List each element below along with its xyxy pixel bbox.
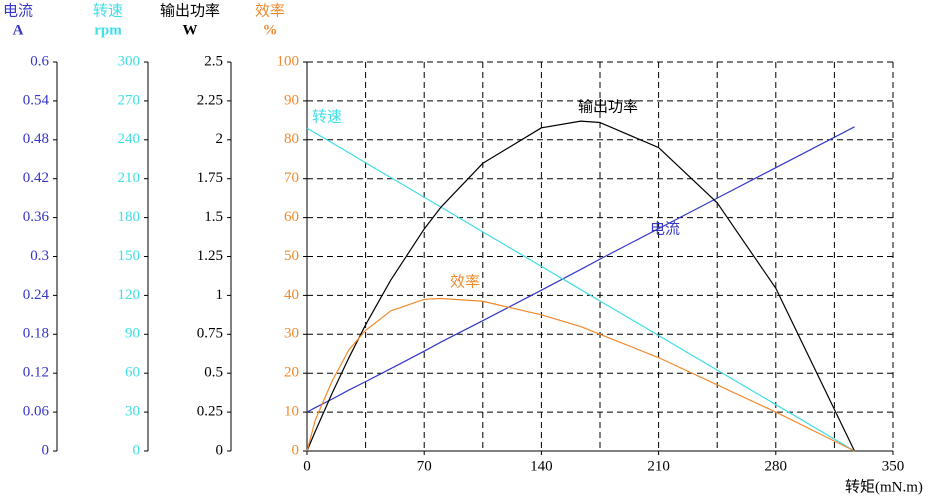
x-tick-label: 140 — [530, 458, 553, 474]
series-line — [306, 297, 855, 452]
y-tick-label: 0.12 — [23, 365, 49, 381]
y-axis-unit: W — [183, 22, 198, 38]
y-tick-label: 50 — [284, 248, 299, 264]
series-label: 效率 — [450, 273, 480, 290]
y-tick-label: 1 — [216, 287, 224, 303]
y-tick-label: 60 — [125, 365, 140, 381]
series-line — [306, 120, 856, 452]
series-label: 转速 — [312, 108, 342, 125]
series-line — [306, 126, 855, 413]
y-tick-label: 1.25 — [197, 248, 223, 264]
y-tick-label: 0 — [216, 442, 224, 458]
y-tick-label: 20 — [284, 365, 299, 381]
y-axis-unit: A — [13, 22, 24, 38]
y-tick-label: 0.25 — [197, 404, 223, 420]
y-tick-label: 0.06 — [23, 404, 50, 420]
y-tick-label: 0 — [42, 442, 50, 458]
y-tick-label: 120 — [118, 287, 141, 303]
y-tick-label: 80 — [284, 131, 299, 147]
y-tick-label: 0.36 — [23, 209, 50, 225]
y-tick-label: 0.18 — [23, 326, 49, 342]
y-axis-unit: % — [263, 22, 278, 38]
y-tick-label: 2.25 — [197, 92, 223, 108]
y-tick-label: 90 — [284, 92, 299, 108]
y-tick-label: 210 — [118, 170, 141, 186]
y-tick-label: 0.5 — [204, 365, 223, 381]
x-tick-label: 280 — [765, 458, 788, 474]
x-tick-label: 70 — [417, 458, 432, 474]
y-tick-label: 0.48 — [23, 131, 49, 147]
y-tick-label: 0.54 — [23, 92, 50, 108]
y-tick-label: 150 — [118, 248, 141, 264]
y-axis-title: 转速 — [93, 2, 123, 19]
y-axis-unit: rpm — [94, 22, 122, 38]
series-label: 输出功率 — [578, 98, 638, 115]
y-tick-label: 0.3 — [30, 248, 49, 264]
y-tick-label: 1.5 — [204, 209, 223, 225]
y-tick-label: 180 — [118, 209, 141, 225]
y-tick-label: 0 — [133, 442, 141, 458]
y-tick-label: 0.42 — [23, 170, 49, 186]
y-tick-label: 30 — [284, 326, 299, 342]
y-tick-label: 0.24 — [23, 287, 50, 303]
y-tick-label: 10 — [284, 404, 299, 420]
y-tick-label: 0.6 — [30, 53, 49, 69]
y-tick-label: 270 — [118, 92, 141, 108]
y-tick-label: 30 — [125, 404, 140, 420]
y-tick-label: 100 — [277, 53, 300, 69]
y-tick-label: 70 — [284, 170, 299, 186]
y-axis-title: 输出功率 — [160, 2, 220, 19]
x-tick-label: 350 — [882, 458, 905, 474]
x-tick-label: 210 — [647, 458, 670, 474]
y-tick-label: 40 — [284, 287, 299, 303]
series-line — [306, 127, 855, 452]
x-axis-label: 转矩(mN.m) — [845, 478, 923, 495]
y-tick-label: 60 — [284, 209, 299, 225]
y-tick-label: 240 — [118, 131, 141, 147]
y-tick-label: 2 — [216, 131, 224, 147]
y-tick-label: 300 — [118, 53, 141, 69]
y-tick-label: 1.75 — [197, 170, 223, 186]
y-tick-label: 2.5 — [204, 53, 223, 69]
y-axis-title: 电流 — [3, 2, 33, 19]
y-tick-label: 90 — [125, 326, 140, 342]
y-tick-label: 0 — [292, 442, 300, 458]
x-tick-label: 0 — [303, 458, 311, 474]
series-label: 电流 — [650, 220, 680, 237]
y-axis-title: 效率 — [255, 2, 285, 19]
y-tick-label: 0.75 — [197, 326, 223, 342]
